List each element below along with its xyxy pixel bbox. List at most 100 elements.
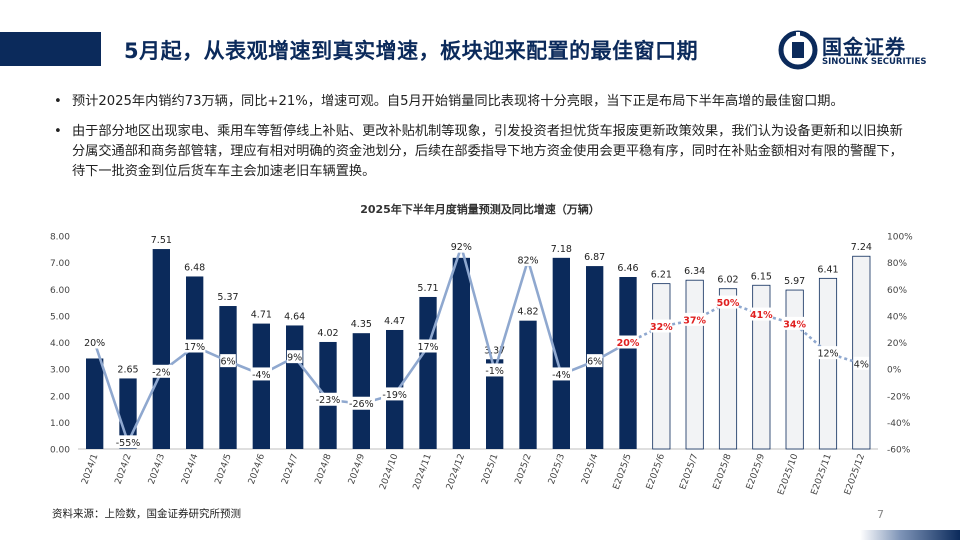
x-tick-label: 2024/2 xyxy=(114,453,134,486)
x-tick-label: 2025/4 xyxy=(580,452,600,485)
growth-label-box xyxy=(286,350,303,364)
bar-value-label: 5.71 xyxy=(417,283,438,294)
y-tick-label: 3.00 xyxy=(50,366,70,376)
growth-value-label: 34% xyxy=(783,319,806,330)
x-tick-label: E2025/7 xyxy=(678,453,700,492)
bar xyxy=(519,320,537,449)
growth-label-box xyxy=(817,346,839,360)
growth-label-box xyxy=(683,312,706,326)
bullet-item: • 预计2025年内销约73万辆，同比+21%，增速可观。自5月开始销量同比表现… xyxy=(54,92,906,112)
x-tick-label: E2025/12 xyxy=(843,453,867,497)
growth-label-box xyxy=(250,367,273,381)
growth-value-label: -2% xyxy=(152,367,171,378)
growth-value-label: 9% xyxy=(287,353,302,364)
bar-value-label: 4.47 xyxy=(384,316,405,327)
bullet-dot: • xyxy=(54,124,62,139)
growth-label-box xyxy=(381,387,409,401)
growth-label-box xyxy=(83,335,106,349)
growth-label-box xyxy=(517,252,539,266)
bar xyxy=(552,257,570,449)
x-tick-label: E2025/6 xyxy=(645,452,667,491)
chart-title: 2025年下半年月度销量预测及同比增速（万辆） xyxy=(360,203,600,216)
y2-tick-label: 40% xyxy=(887,312,907,322)
y2-tick-label: -60% xyxy=(887,446,911,456)
source-note: 资料来源：上险数，国金证券研究所预测 xyxy=(52,508,241,520)
x-tick-label: 2024/4 xyxy=(180,452,200,485)
bar-value-label: 7.18 xyxy=(551,244,572,255)
growth-value-label: -4% xyxy=(552,370,571,381)
bar xyxy=(452,257,470,449)
y-tick-label: 2.00 xyxy=(50,392,70,402)
bar-value-label: 6.87 xyxy=(584,252,605,263)
x-tick-label: 2024/6 xyxy=(247,452,267,485)
x-tick-label: 2024/7 xyxy=(280,453,300,486)
growth-value-label: 37% xyxy=(683,315,706,326)
growth-label-box xyxy=(417,339,439,353)
x-tick-label: 2025/3 xyxy=(547,453,567,486)
growth-label-box xyxy=(347,396,375,410)
bar xyxy=(352,333,370,449)
bar xyxy=(718,288,738,450)
growth-label-box xyxy=(586,354,603,368)
bar-value-label: 2.65 xyxy=(117,364,138,375)
bullet-item: • 由于部分地区出现家电、乘用车等暂停线上补贴、更改补贴机制等现象，引发投资者担… xyxy=(54,122,906,182)
x-tick-label: E2025/5 xyxy=(612,453,634,492)
growth-label-box xyxy=(617,335,639,349)
y-tick-label: 4.00 xyxy=(50,339,70,349)
growth-value-label: 17% xyxy=(417,342,438,353)
bar xyxy=(685,279,704,450)
bar-value-label: 5.37 xyxy=(217,292,238,303)
y-tick-label: 8.00 xyxy=(50,233,70,243)
growth-value-label: -26% xyxy=(349,399,374,410)
bar xyxy=(152,249,170,449)
logo-english-name: SINOLINK SECURITIES xyxy=(822,57,927,67)
growth-value-label: -55% xyxy=(116,438,141,449)
page-number: 7 xyxy=(877,508,884,521)
company-logo: 国金证券 SINOLINK SECURITIES xyxy=(778,28,950,72)
bullet-list: • 预计2025年内销约73万辆，同比+21%，增速可观。自5月开始销量同比表现… xyxy=(54,92,906,192)
growth-label-box xyxy=(717,295,739,309)
y2-tick-label: 100% xyxy=(887,233,913,243)
bar-value-label: 6.15 xyxy=(751,271,772,282)
growth-value-label: 6% xyxy=(587,357,602,368)
y-tick-label: 7.00 xyxy=(50,259,70,269)
bar-value-label: 6.48 xyxy=(184,262,205,273)
y2-tick-label: 20% xyxy=(887,339,907,349)
x-tick-label: E2025/8 xyxy=(712,452,734,491)
x-tick-label: 2024/1 xyxy=(80,453,100,486)
growth-value-label: 6% xyxy=(220,357,235,368)
bar-value-label: 5.97 xyxy=(784,276,805,287)
bar-value-label: 6.34 xyxy=(684,266,705,277)
growth-label-box xyxy=(750,307,773,321)
growth-label-box xyxy=(114,435,142,449)
bullet-text: 由于部分地区出现家电、乘用车等暂停线上补贴、更改补贴机制等现象，引发投资者担忧货… xyxy=(72,124,903,179)
growth-value-label: 4% xyxy=(854,359,869,370)
growth-label-box xyxy=(853,356,870,370)
bar-value-label: 7.24 xyxy=(851,242,872,253)
growth-value-label: 82% xyxy=(517,255,538,266)
x-tick-label: E2025/10 xyxy=(776,452,800,496)
bar xyxy=(186,276,204,449)
growth-label-box xyxy=(783,316,806,330)
bar-value-label: 4.02 xyxy=(317,328,338,339)
bar xyxy=(286,325,304,449)
bar xyxy=(419,296,437,449)
growth-value-label: -23% xyxy=(316,395,341,406)
bar-value-label: 6.02 xyxy=(717,275,738,286)
growth-label-box xyxy=(550,367,573,381)
footer-accent-bar xyxy=(860,530,960,540)
x-tick-label: 2024/3 xyxy=(147,453,167,486)
y-tick-label: 0.00 xyxy=(50,446,70,456)
bar xyxy=(252,323,270,449)
y-tick-label: 1.00 xyxy=(50,419,70,429)
bullet-text: 预计2025年内销约73万辆，同比+21%，增速可观。自5月开始销量同比表现将十… xyxy=(72,94,844,109)
x-tick-label: 2024/5 xyxy=(214,453,234,486)
sinolink-logo-icon xyxy=(778,30,818,70)
growth-value-label: 17% xyxy=(184,342,205,353)
x-tick-label: 2025/2 xyxy=(514,453,534,486)
x-tick-label: E2025/9 xyxy=(745,452,767,491)
y-tick-label: 6.00 xyxy=(50,286,70,296)
bar-value-label: 4.35 xyxy=(351,319,372,330)
x-tick-label: 2024/12 xyxy=(445,453,467,492)
